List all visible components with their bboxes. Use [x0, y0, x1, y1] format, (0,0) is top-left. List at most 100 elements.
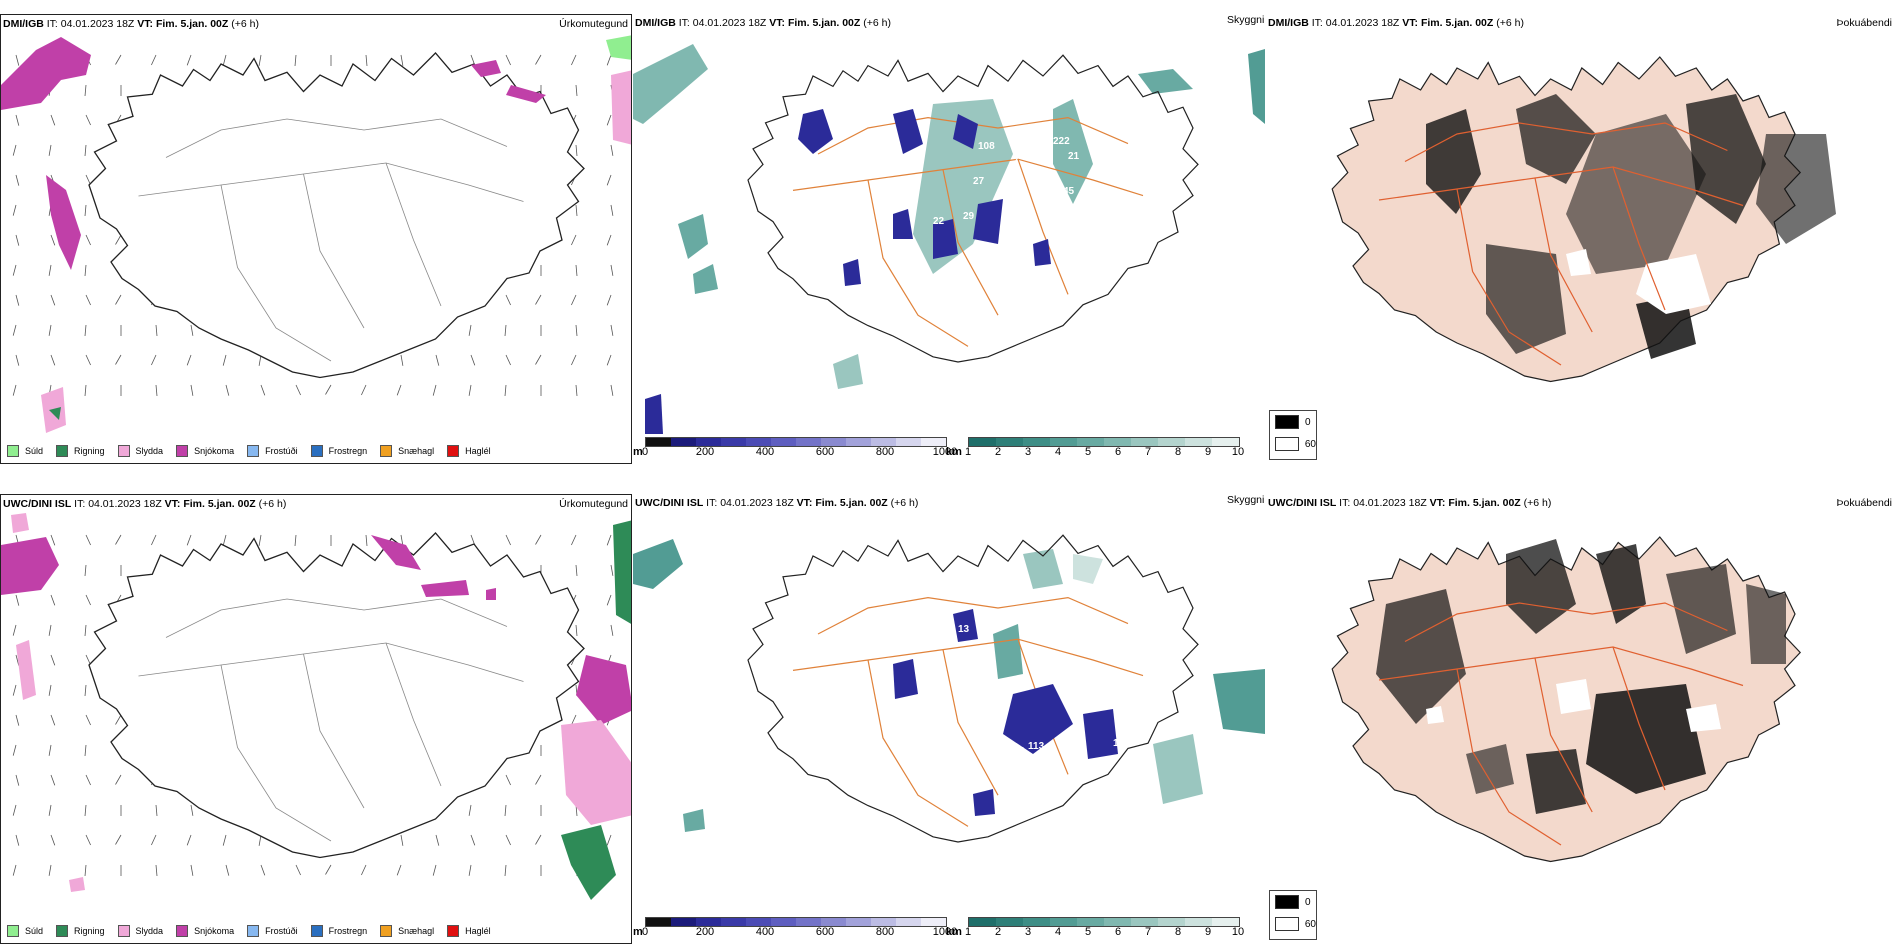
ceiling-labels-top: 45 108 27 29 22 7 222 21 45 70	[693, 126, 1080, 422]
visibility-areas	[633, 44, 1265, 389]
iceland-fog-map	[1331, 536, 1802, 863]
wind-barb	[606, 234, 612, 246]
wind-barb	[186, 534, 192, 546]
wind-barb	[155, 804, 158, 817]
legend-swatch	[7, 925, 19, 937]
colorbar-segment	[671, 918, 696, 926]
fog-legend-item: 0	[1270, 891, 1316, 913]
wind-barb	[12, 684, 17, 696]
panel-title: Þokuábendi	[1836, 17, 1892, 29]
road-line	[138, 642, 524, 682]
wind-barb	[294, 534, 297, 547]
wind-barb	[571, 534, 577, 546]
wind-barb	[50, 294, 56, 306]
legend-swatch	[310, 925, 323, 937]
ceiling-label: 23	[1089, 636, 1101, 647]
colorbar-segment	[721, 918, 746, 926]
wind-barb	[571, 234, 577, 246]
colorbar-tick: 9	[1204, 446, 1212, 458]
legend-item: Snjókoma	[176, 445, 234, 457]
wind-barb	[435, 354, 440, 366]
road-line	[1404, 602, 1728, 643]
visibility-unit: km	[946, 446, 962, 458]
wind-barb	[15, 294, 20, 306]
iceland-visibility-map: 45 108 27 29 22 7 222 21 45 70	[633, 44, 1265, 434]
colorbar-segment	[796, 918, 821, 926]
road-line	[1456, 188, 1562, 366]
colorbar-segment	[896, 438, 921, 446]
legend-swatch	[176, 445, 189, 457]
wind-barb	[12, 204, 17, 216]
road-line	[1612, 646, 1666, 791]
wind-barb	[505, 54, 511, 66]
wind-barb	[84, 144, 87, 157]
colorbar-tick: 1	[964, 926, 972, 938]
wind-barb	[12, 144, 17, 156]
panel-fog-top: DMI/IGB IT: 04.01.2023 18Z VT: Fim. 5.ja…	[1266, 14, 1900, 464]
colorbar-tick: 3	[1024, 446, 1032, 458]
wind-barb	[400, 54, 404, 66]
legend-item: Frostregn	[310, 925, 367, 937]
wind-barb	[84, 864, 87, 877]
wind-barb	[400, 534, 404, 546]
wind-barb	[15, 114, 20, 126]
colorbar-segment	[746, 918, 771, 926]
fog-legend-item: 60	[1270, 913, 1316, 935]
wind-barb	[48, 324, 52, 336]
ceiling-areas	[893, 609, 1118, 816]
wind-barb	[535, 834, 542, 845]
wind-barb	[50, 594, 56, 606]
wind-barb	[295, 864, 301, 876]
wind-barb	[575, 84, 578, 97]
iceland-outline	[88, 52, 585, 379]
wind-barb	[50, 354, 56, 366]
colorbar-segment	[1158, 918, 1185, 926]
colorbar-segment	[1023, 918, 1050, 926]
wind-barb	[190, 804, 194, 816]
wind-barb	[505, 774, 511, 786]
colorbar-segment	[1077, 438, 1104, 446]
iceland-precip-map	[1, 35, 631, 433]
roads-network	[792, 596, 1144, 827]
colorbar-tick: 5	[1084, 926, 1092, 938]
panel-title-visibility-bottom: Skyggni	[1227, 494, 1265, 506]
legend-item: Slydda	[117, 925, 163, 937]
legend-item: Rigning	[56, 445, 105, 457]
wind-barb	[84, 804, 87, 817]
fog-legend: 0 60	[1269, 890, 1317, 940]
wind-barb	[151, 534, 157, 546]
colorbar-segment	[969, 438, 996, 446]
road-line	[220, 184, 332, 362]
panel-visibility-bottom: UWC/DINI ISL IT: 04.01.2023 18Z VT: Fim.…	[633, 494, 1265, 944]
wind-barb	[610, 324, 614, 336]
wind-barb	[468, 864, 472, 876]
wind-barb	[504, 384, 507, 397]
colorbar-tick: 6	[1114, 926, 1122, 938]
wind-barb	[15, 174, 20, 186]
ceiling-label: 222	[1053, 136, 1070, 147]
panel-header: UWC/DINI ISL IT: 04.01.2023 18Z VT: Fim.…	[1268, 497, 1552, 509]
ceiling-label: 45	[1063, 186, 1075, 197]
wind-barb	[85, 714, 91, 726]
colorbar-segment	[1212, 438, 1239, 446]
wind-barb	[15, 654, 20, 666]
road-line	[1017, 159, 1069, 295]
wind-barb	[571, 294, 577, 306]
fog-swatch	[1275, 895, 1299, 909]
wind-barb	[575, 204, 578, 217]
wind-barb	[115, 774, 122, 785]
colorbar-segment	[1023, 438, 1050, 446]
wind-barb	[84, 84, 87, 97]
wind-barb	[85, 294, 91, 306]
legend-swatch	[447, 925, 460, 937]
wind-barb	[606, 294, 612, 306]
wind-barb	[505, 294, 511, 306]
wind-barb	[84, 384, 87, 397]
legend-swatch	[7, 445, 19, 457]
wind-barb	[50, 234, 56, 246]
colorbar-segment	[796, 438, 821, 446]
wind-barb	[186, 834, 192, 846]
ceiling-label: 45	[843, 126, 855, 137]
road-line	[303, 653, 365, 809]
colorbar-segment	[671, 438, 696, 446]
